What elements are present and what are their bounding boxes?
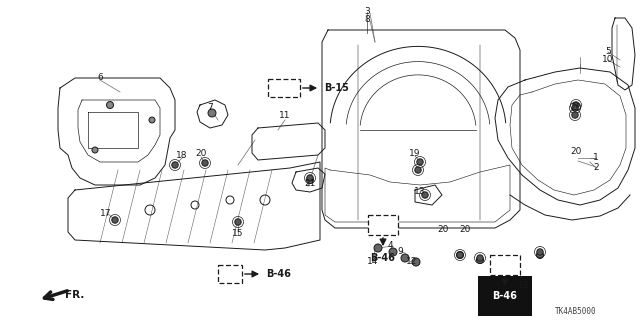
Text: B-46: B-46 xyxy=(493,291,517,301)
Text: 19: 19 xyxy=(409,149,420,158)
Text: 20: 20 xyxy=(437,226,449,235)
Text: 20: 20 xyxy=(570,103,582,113)
Circle shape xyxy=(202,160,208,166)
Circle shape xyxy=(422,192,428,198)
Text: 5: 5 xyxy=(605,47,611,57)
FancyBboxPatch shape xyxy=(368,215,398,235)
Circle shape xyxy=(235,219,241,225)
FancyBboxPatch shape xyxy=(268,79,300,97)
Circle shape xyxy=(276,85,282,91)
Circle shape xyxy=(477,257,483,263)
Text: 15: 15 xyxy=(232,228,244,237)
Text: B-15: B-15 xyxy=(324,83,349,93)
Circle shape xyxy=(457,252,463,258)
Text: FR.: FR. xyxy=(65,290,84,300)
Text: 20: 20 xyxy=(195,149,207,158)
Text: 7: 7 xyxy=(207,102,213,111)
Text: 21: 21 xyxy=(304,180,316,188)
Text: B-46: B-46 xyxy=(371,253,396,263)
Text: 10: 10 xyxy=(602,55,614,65)
Text: 4: 4 xyxy=(387,242,393,251)
Circle shape xyxy=(572,112,578,118)
Circle shape xyxy=(417,159,423,165)
Circle shape xyxy=(307,175,313,181)
Circle shape xyxy=(223,271,229,277)
Circle shape xyxy=(456,252,463,259)
Text: 1: 1 xyxy=(593,153,599,162)
Circle shape xyxy=(536,252,543,259)
Circle shape xyxy=(208,109,216,117)
Circle shape xyxy=(415,167,421,173)
FancyBboxPatch shape xyxy=(490,255,520,275)
Circle shape xyxy=(412,258,420,266)
Circle shape xyxy=(374,244,382,252)
Circle shape xyxy=(401,254,409,262)
Text: TK4AB5000: TK4AB5000 xyxy=(555,308,597,316)
Text: 11: 11 xyxy=(279,111,291,121)
Circle shape xyxy=(307,177,314,183)
Circle shape xyxy=(385,222,390,228)
Circle shape xyxy=(149,117,155,123)
Circle shape xyxy=(92,147,98,153)
Text: 16: 16 xyxy=(518,281,530,290)
Text: 2: 2 xyxy=(593,163,599,172)
Text: 13: 13 xyxy=(414,188,426,196)
FancyBboxPatch shape xyxy=(218,265,242,283)
Text: 12: 12 xyxy=(406,258,418,267)
Text: 3: 3 xyxy=(364,7,370,17)
Circle shape xyxy=(172,162,178,168)
Circle shape xyxy=(501,261,509,269)
Text: 8: 8 xyxy=(364,15,370,25)
Text: 14: 14 xyxy=(367,258,379,267)
Text: 20: 20 xyxy=(460,226,470,235)
Circle shape xyxy=(477,255,483,261)
Text: 18: 18 xyxy=(176,151,188,161)
Circle shape xyxy=(572,105,578,111)
Circle shape xyxy=(537,249,543,255)
Text: 17: 17 xyxy=(100,209,112,218)
Circle shape xyxy=(374,222,380,228)
Circle shape xyxy=(112,217,118,223)
Circle shape xyxy=(106,101,113,108)
Text: 9: 9 xyxy=(397,247,403,257)
Text: 6: 6 xyxy=(97,73,103,82)
Circle shape xyxy=(573,102,579,108)
Circle shape xyxy=(389,248,397,256)
Text: 20: 20 xyxy=(570,148,582,156)
Text: B-46: B-46 xyxy=(266,269,291,279)
